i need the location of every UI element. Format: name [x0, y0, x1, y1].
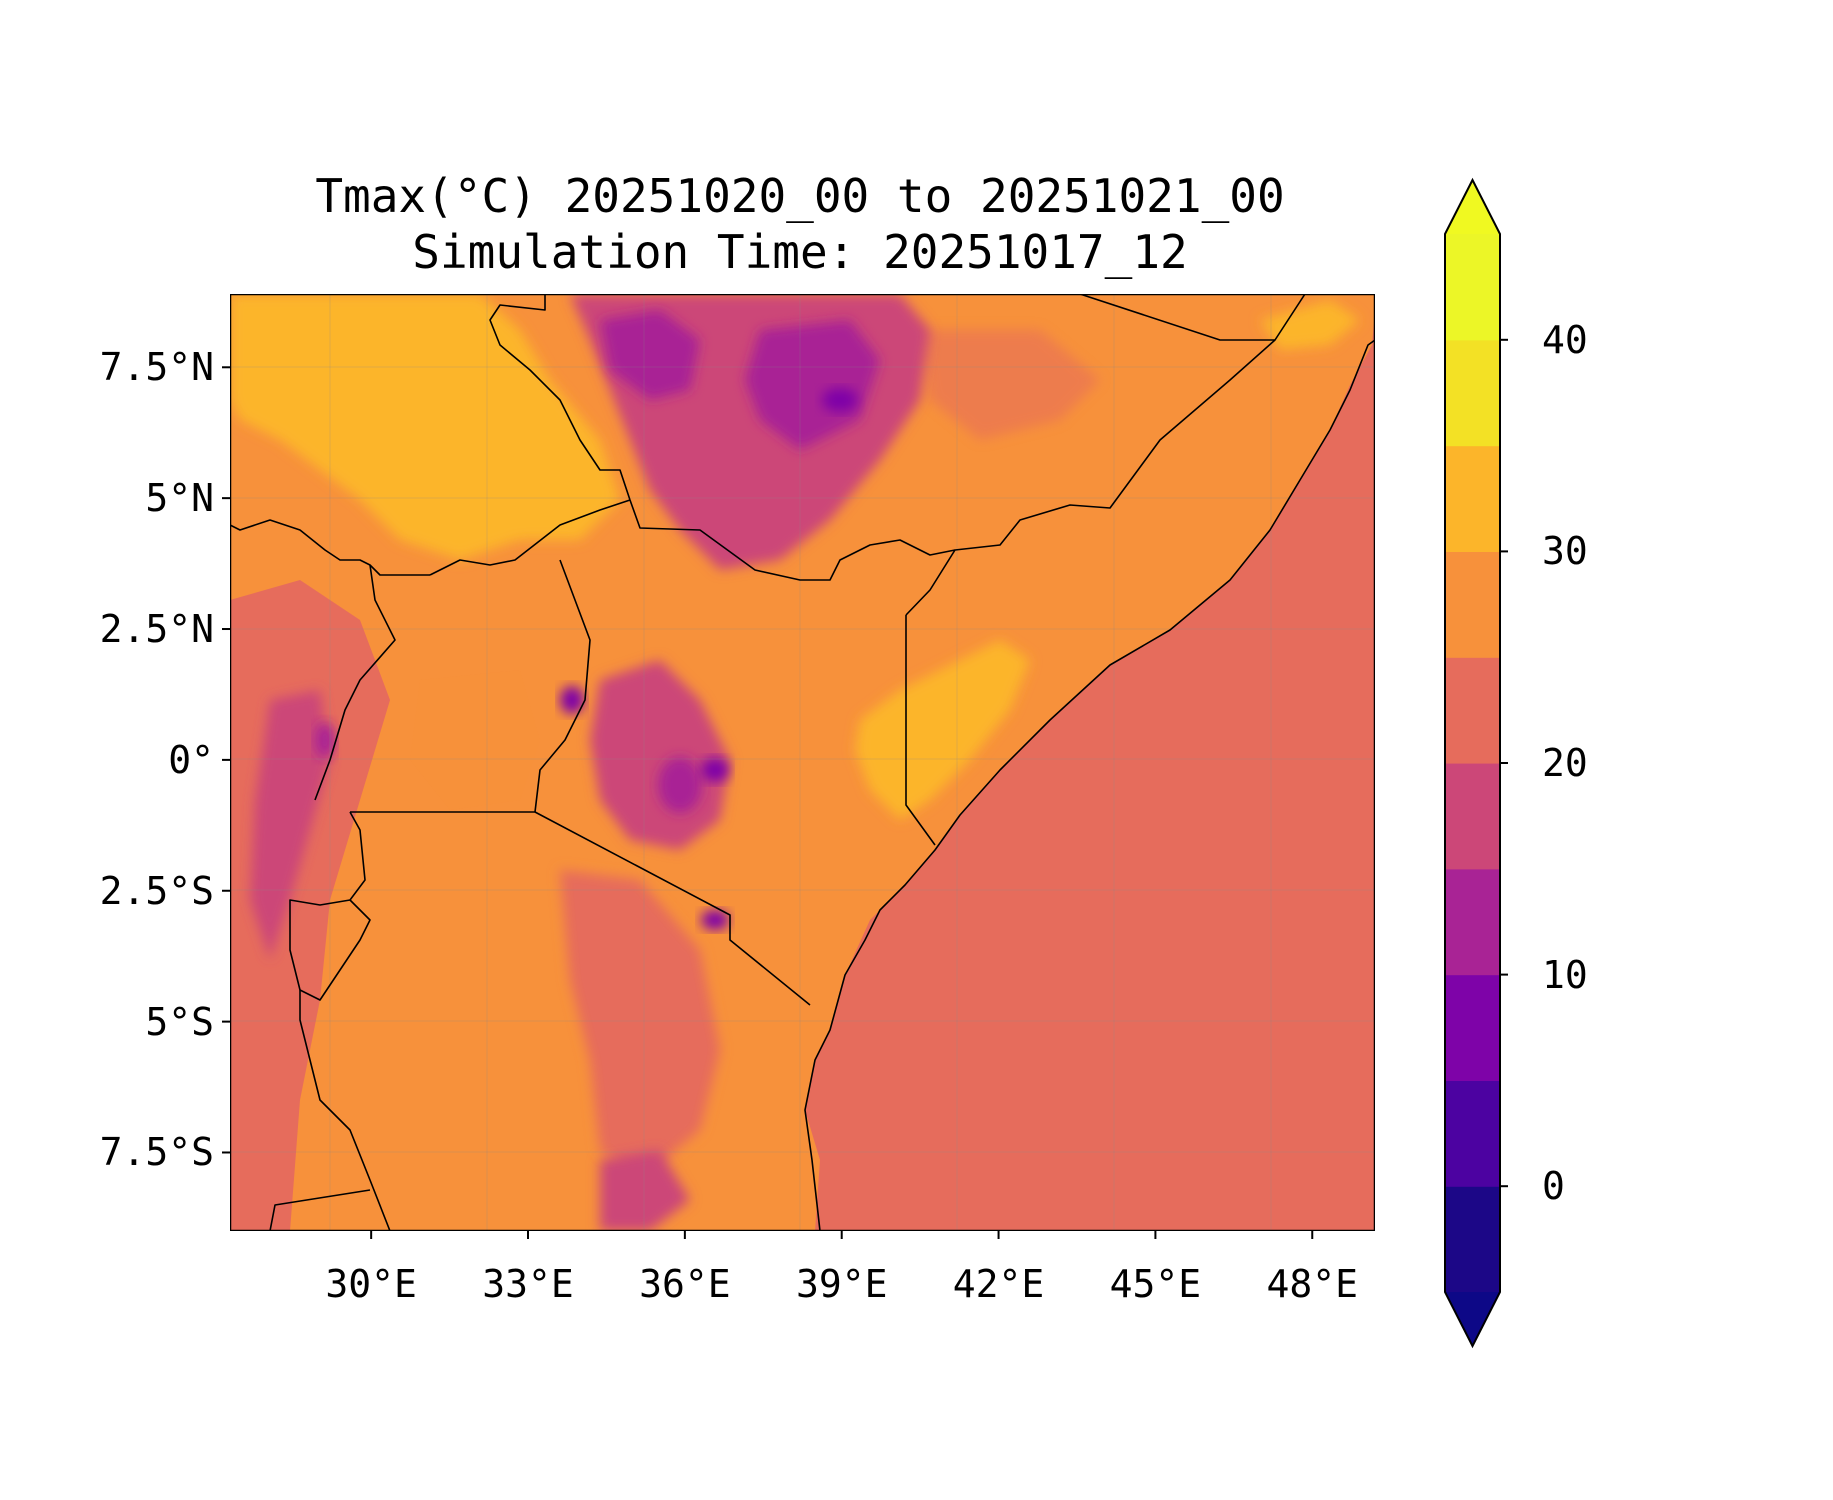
y-tick-label: 5°N: [145, 476, 214, 521]
colorbar-segment: [1445, 1186, 1500, 1293]
border-zambia: [269, 1189, 371, 1231]
kenyan-highlands-core: [658, 757, 702, 813]
border-ssudan-kenya-uganda: [429, 499, 631, 576]
colorbar-tick-label: 0: [1542, 1164, 1565, 1209]
y-tick-label: 0°: [168, 737, 214, 782]
colorbar-tick-label: 20: [1542, 741, 1588, 785]
border-drc-uganda-west: [314, 564, 396, 801]
colorbar-tick-label: 40: [1542, 317, 1588, 362]
x-tick-label: 42°E: [952, 1262, 1045, 1306]
border-ethiopia-kenya: [629, 499, 956, 581]
x-tick-label: 30°E: [325, 1262, 417, 1306]
albertine-rift: [250, 690, 330, 960]
lake-victoria-area: [410, 670, 540, 810]
border-ethiopia-djibouti: [1079, 294, 1275, 341]
chart-title-line-2: Simulation Time: 20251017_12: [412, 225, 1188, 279]
colorbar-tick-label: 10: [1542, 952, 1588, 997]
border-ethiopia-somalia: [905, 294, 1306, 616]
border-sudan-ethiopia: [489, 294, 631, 501]
colorbar-tick-label: 30: [1542, 529, 1588, 574]
rwenzori: [315, 722, 335, 758]
x-tick-label: 36°E: [639, 1262, 731, 1306]
country-borders: [230, 294, 1375, 1231]
y-tick-label: 5°S: [145, 999, 214, 1044]
gridlines: [230, 294, 1375, 1231]
y-tick-label: 2.5°S: [99, 868, 214, 913]
colorbar-segment: [1445, 339, 1500, 447]
ethiopia-lowland: [920, 330, 1100, 440]
y-tick-label: 2.5°N: [99, 607, 214, 652]
x-tick-label: 33°E: [482, 1262, 574, 1306]
kenyan-highlands-core-2: [701, 758, 729, 782]
ethiopian-highlands-core: [600, 310, 700, 400]
border-kenya-somalia: [905, 615, 936, 846]
border-uganda-drc: [230, 519, 430, 576]
y-tick-label: 7.5°S: [99, 1130, 214, 1175]
ethiopian-highlands-peak: [822, 388, 858, 412]
colorbar-segment: [1445, 763, 1500, 870]
somalia-warm-zone-2: [1260, 300, 1360, 350]
south-sudan-warm-zone: [230, 294, 620, 560]
ocean: [805, 310, 1375, 1231]
colorbar-segment: [1445, 551, 1500, 658]
tanzania-patch-2: [600, 1150, 690, 1231]
colorbar-segment: [1445, 234, 1500, 341]
colorbar-segment: [1445, 445, 1500, 552]
x-tick-label: 45°E: [1109, 1262, 1202, 1306]
x-tick-label: 48°E: [1266, 1262, 1358, 1306]
mt-kilimanjaro: [701, 910, 729, 930]
colorbar-segments: [1445, 234, 1500, 1293]
y-tick-label: 7.5°N: [99, 345, 214, 390]
colorbar-segment: [1445, 657, 1500, 764]
axis-ticks: [222, 366, 1314, 1239]
colorbar-segment: [1445, 868, 1500, 976]
mt-elgon: [560, 686, 584, 714]
tanzania-patch: [560, 870, 720, 1180]
colorbar-ticks: [1500, 338, 1508, 1188]
map-panel: [230, 294, 1375, 1231]
ethiopian-highlands-core-2: [745, 320, 880, 450]
x-tick-label: 39°E: [795, 1262, 888, 1306]
somalia-warm-zone: [855, 640, 1030, 820]
chart-title-line-1: Tmax(°C) 20251020_00 to 20251021_00: [315, 169, 1285, 223]
border-tanzania-west: [299, 899, 371, 1001]
colorbar-segment: [1445, 1080, 1500, 1187]
colorbar: [1444, 177, 1508, 1349]
border-kenya-tanzania: [534, 811, 811, 1006]
colorbar-segment: [1445, 974, 1500, 1081]
border-tanzania-sw: [299, 990, 391, 1231]
border-uganda-kenya: [534, 559, 591, 813]
coastline: [804, 339, 1375, 1231]
colorbar-extend-max: [1445, 180, 1500, 234]
colorbar-extend-min: [1445, 1292, 1500, 1346]
colorbar-outline: [1444, 177, 1501, 1349]
border-rwanda-burundi: [289, 811, 366, 991]
